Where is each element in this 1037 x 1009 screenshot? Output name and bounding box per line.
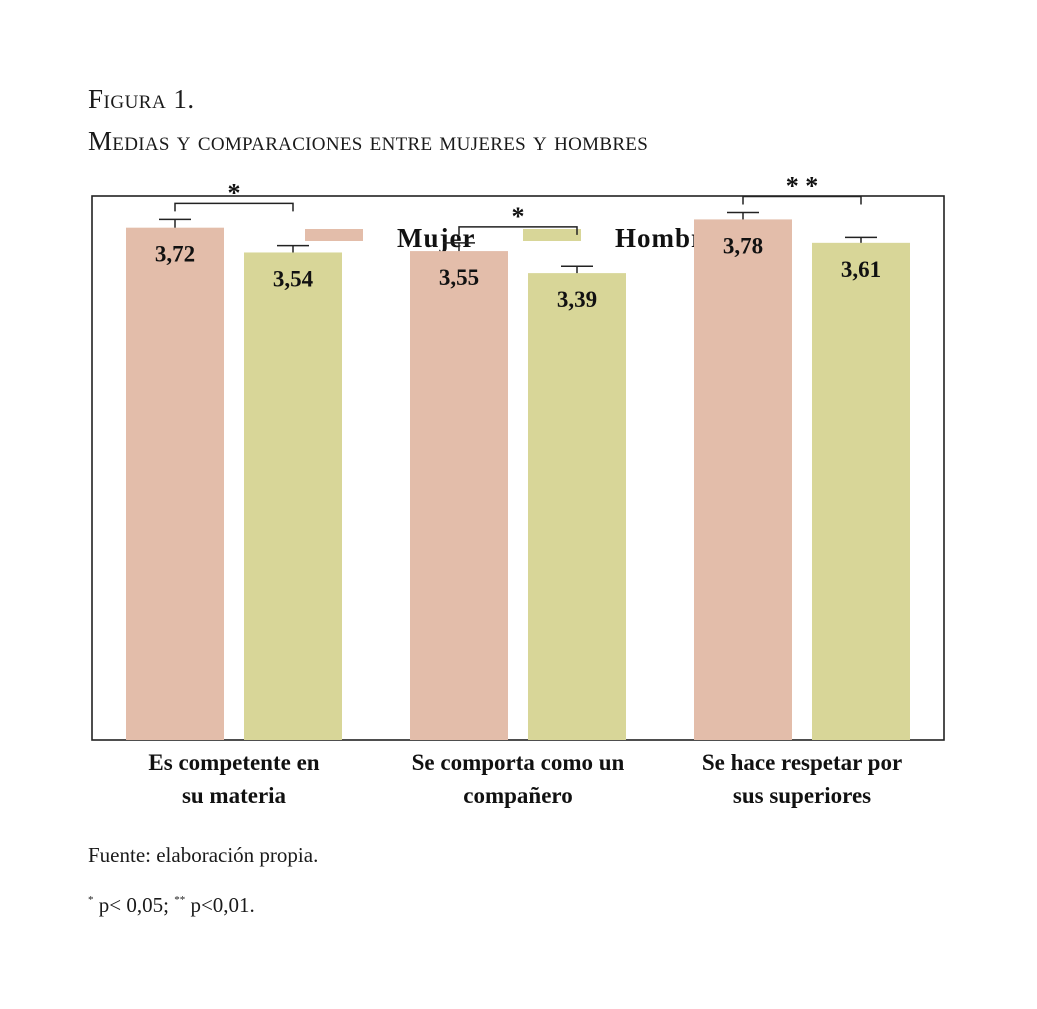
category-label-1-line-0: Se comporta como un	[412, 750, 625, 775]
bar-mujer-0	[126, 227, 224, 740]
significance-marker-2: * *	[786, 172, 819, 201]
bar-mujer-2	[694, 219, 792, 740]
category-label-2-line-1: sus superiores	[733, 783, 871, 808]
significance-bracket-1	[458, 226, 578, 235]
legend-swatch-mujer	[305, 229, 363, 241]
bar-hombre-2	[812, 242, 910, 740]
significance-bracket-2	[742, 195, 862, 205]
significance-note: * p< 0,05; ** p<0,01.	[88, 893, 255, 918]
data-label-hombre-1: 3,39	[557, 287, 597, 312]
source-note: Fuente: elaboración propia.	[88, 843, 319, 867]
significance-marker-0: *	[228, 178, 241, 207]
legend-label-mujer: Mujer	[397, 223, 475, 253]
significance-marker-1: *	[512, 202, 525, 231]
category-label-0-line-0: Es competente en	[148, 750, 319, 775]
data-label-hombre-0: 3,54	[273, 266, 314, 291]
bar-mujer-1	[410, 251, 508, 740]
data-label-mujer-2: 3,78	[723, 233, 763, 258]
plot-frame	[91, 195, 945, 741]
category-label-0-line-1: su materia	[182, 783, 287, 808]
bar-hombre-0	[244, 252, 342, 740]
data-label-hombre-2: 3,61	[841, 257, 881, 282]
legend-swatch-hombre	[523, 229, 581, 241]
category-label-2-line-0: Se hace respetar por	[702, 750, 902, 775]
bar-hombre-1	[528, 273, 626, 740]
category-label-1-line-1: compañero	[463, 783, 572, 808]
significance-bracket-0	[174, 202, 294, 212]
figure-title: Medias y comparaciones entre mujeres y h…	[88, 126, 649, 156]
data-label-mujer-1: 3,55	[439, 265, 479, 290]
note-text-2: p<0,01.	[185, 893, 255, 917]
figure-label: Figura 1.	[88, 84, 195, 114]
note-text-1: p< 0,05;	[93, 893, 175, 917]
data-label-mujer-0: 3,72	[155, 242, 195, 267]
note-sig-2: **	[174, 894, 186, 906]
note-sig-1: *	[88, 894, 94, 906]
